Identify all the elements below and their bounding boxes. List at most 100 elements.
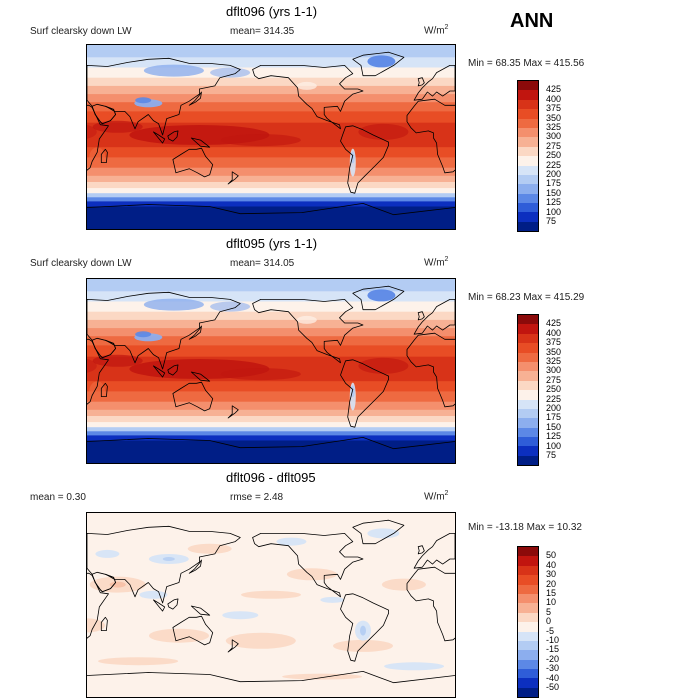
colorbar-swatch <box>518 315 538 325</box>
colorbar-level-label: 175 <box>546 178 562 189</box>
colorbar-swatch <box>518 669 538 679</box>
colorbar-swatch <box>518 212 538 222</box>
colorbar-swatch <box>518 81 538 91</box>
panel-middle-colorbar <box>517 314 539 467</box>
panel-top-map <box>86 44 456 230</box>
panel-top-colorbar <box>517 80 539 233</box>
panel-bottom-minmax: Min = -13.18 Max = 10.32 <box>468 522 582 533</box>
colorbar-level-label: 75 <box>546 216 557 226</box>
colorbar-swatch <box>518 380 538 391</box>
colorbar-swatch <box>518 165 538 175</box>
colorbar-level-label: -15 <box>546 644 560 655</box>
panel-bottom-colorbar <box>517 546 539 699</box>
colorbar-level-label: 175 <box>546 412 562 423</box>
colorbar-swatch <box>518 343 538 353</box>
colorbar-level-label: 225 <box>546 393 562 404</box>
colorbar-level-label: 375 <box>546 337 562 348</box>
colorbar-level-label: 425 <box>546 318 562 329</box>
colorbar-swatch <box>518 640 538 651</box>
panel-top-variable: Surf clearsky down LW <box>30 26 132 37</box>
colorbar-level-label: 300 <box>546 131 562 142</box>
colorbar-level-label: 10 <box>546 597 557 608</box>
colorbar-swatch <box>518 371 538 381</box>
panel-bottom-mean: mean = 0.30 <box>30 492 86 503</box>
colorbar-swatch <box>518 437 538 447</box>
colorbar-level-label: 350 <box>546 112 562 123</box>
panel-bottom-title: dflt096 - dflt095 <box>226 470 316 485</box>
colorbar-level-label: 275 <box>546 140 562 151</box>
colorbar-level-label: 125 <box>546 197 562 208</box>
season-label: ANN <box>510 10 554 32</box>
colorbar-swatch <box>518 603 538 613</box>
colorbar-level-label: 400 <box>546 93 562 104</box>
colorbar-level-label: 100 <box>546 440 562 451</box>
colorbar-swatch <box>518 109 538 119</box>
colorbar-level-label: -50 <box>546 682 560 692</box>
colorbar-swatch <box>518 565 538 576</box>
colorbar-swatch <box>518 547 538 557</box>
colorbar-swatch <box>518 193 538 204</box>
coastlines <box>87 51 455 216</box>
panel-middle-units: W/m2 <box>424 256 449 269</box>
colorbar-swatch <box>518 390 538 400</box>
colorbar-swatch <box>518 99 538 110</box>
map-field <box>87 279 455 463</box>
panel-top-units: W/m2 <box>424 24 449 37</box>
colorbar-swatch <box>518 137 538 147</box>
panel-middle-title: dflt095 (yrs 1-1) <box>226 236 318 251</box>
colorbar-level-label: 425 <box>546 84 562 95</box>
colorbar-swatch <box>518 174 538 185</box>
panel-middle-minmax: Min = 68.23 Max = 415.29 <box>468 292 585 303</box>
panel-bottom-units: W/m2 <box>424 490 449 503</box>
colorbar-level-label: -10 <box>546 635 560 645</box>
colorbar-level-label: 325 <box>546 356 562 366</box>
colorbar-swatch <box>518 612 538 623</box>
colorbar-swatch <box>518 556 538 566</box>
coastlines <box>87 285 455 450</box>
map-field <box>87 45 455 229</box>
colorbar-level-label: 275 <box>546 374 562 385</box>
colorbar-swatch <box>518 418 538 428</box>
colorbar-level-label: 40 <box>546 559 557 570</box>
colorbar-swatch <box>518 127 538 138</box>
colorbar-level-label: 375 <box>546 103 562 114</box>
colorbar-swatch <box>518 687 538 698</box>
colorbar-level-label: 400 <box>546 327 562 338</box>
colorbar-swatch <box>518 184 538 194</box>
colorbar-level-label: 150 <box>546 187 562 198</box>
colorbar-level-label: 5 <box>546 606 552 617</box>
colorbar-level-label: 200 <box>546 403 562 413</box>
colorbar-level-label: 0 <box>546 616 552 627</box>
colorbar-level-label: 50 <box>546 550 557 561</box>
colorbar-swatch <box>518 90 538 100</box>
colorbar-swatch <box>518 622 538 632</box>
colorbar-swatch <box>518 118 538 128</box>
colorbar-level-label: 200 <box>546 169 562 179</box>
colorbar-swatch <box>518 203 538 213</box>
panel-top-title: dflt096 (yrs 1-1) <box>226 4 318 19</box>
colorbar-swatch <box>518 146 538 157</box>
colorbar-swatch <box>518 446 538 456</box>
colorbar-swatch <box>518 221 538 232</box>
colorbar-swatch <box>518 584 538 594</box>
colorbar-swatch <box>518 408 538 419</box>
colorbar-swatch <box>518 324 538 334</box>
colorbar-swatch <box>518 678 538 688</box>
panel-top-minmax: Min = 68.35 Max = 415.56 <box>468 58 585 69</box>
colorbar-level-label: 125 <box>546 431 562 442</box>
coastlines <box>87 519 455 684</box>
colorbar-swatch <box>518 650 538 660</box>
colorbar-level-label: -5 <box>546 625 555 636</box>
colorbar-swatch <box>518 427 538 438</box>
colorbar-level-label: 325 <box>546 122 562 132</box>
colorbar-level-label: 75 <box>546 450 557 460</box>
colorbar-level-label: 30 <box>546 569 557 580</box>
map-field <box>87 513 455 697</box>
panel-middle-map <box>86 278 456 464</box>
colorbar-swatch <box>518 361 538 372</box>
colorbar-level-label: -40 <box>546 672 560 683</box>
colorbar-level-label: 250 <box>546 150 562 161</box>
colorbar-swatch <box>518 333 538 344</box>
panel-middle-variable: Surf clearsky down LW <box>30 258 132 269</box>
panel-top-mean: mean= 314.35 <box>230 26 295 37</box>
